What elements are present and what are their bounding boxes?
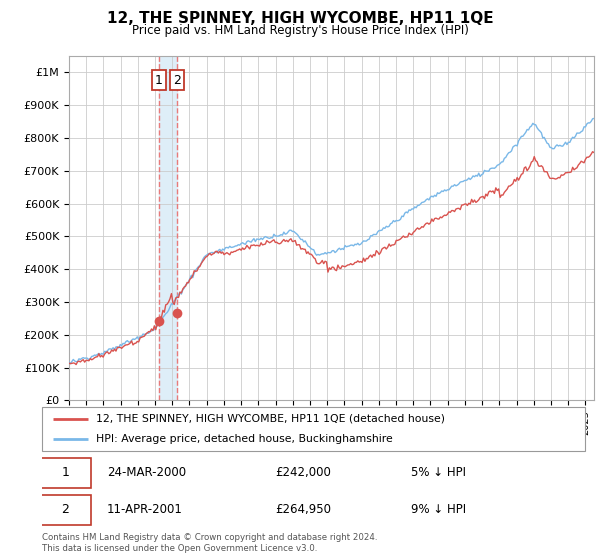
Text: 5% ↓ HPI: 5% ↓ HPI	[411, 466, 466, 479]
Text: 24-MAR-2000: 24-MAR-2000	[107, 466, 186, 479]
Text: Contains HM Land Registry data © Crown copyright and database right 2024.
This d: Contains HM Land Registry data © Crown c…	[42, 533, 377, 553]
Text: £242,000: £242,000	[275, 466, 331, 479]
Text: 9% ↓ HPI: 9% ↓ HPI	[411, 503, 466, 516]
Text: 11-APR-2001: 11-APR-2001	[107, 503, 183, 516]
Bar	[159, 56, 177, 400]
Text: 1: 1	[61, 466, 69, 479]
Text: 12, THE SPINNEY, HIGH WYCOMBE, HP11 1QE: 12, THE SPINNEY, HIGH WYCOMBE, HP11 1QE	[107, 11, 493, 26]
FancyBboxPatch shape	[42, 407, 585, 451]
Text: 2: 2	[61, 503, 69, 516]
Text: 2: 2	[173, 73, 181, 87]
Text: £264,950: £264,950	[275, 503, 331, 516]
Text: 12, THE SPINNEY, HIGH WYCOMBE, HP11 1QE (detached house): 12, THE SPINNEY, HIGH WYCOMBE, HP11 1QE …	[97, 414, 445, 424]
Text: Price paid vs. HM Land Registry's House Price Index (HPI): Price paid vs. HM Land Registry's House …	[131, 24, 469, 36]
Text: HPI: Average price, detached house, Buckinghamshire: HPI: Average price, detached house, Buck…	[97, 434, 393, 444]
FancyBboxPatch shape	[39, 495, 91, 525]
FancyBboxPatch shape	[39, 458, 91, 488]
Text: 1: 1	[155, 73, 163, 87]
